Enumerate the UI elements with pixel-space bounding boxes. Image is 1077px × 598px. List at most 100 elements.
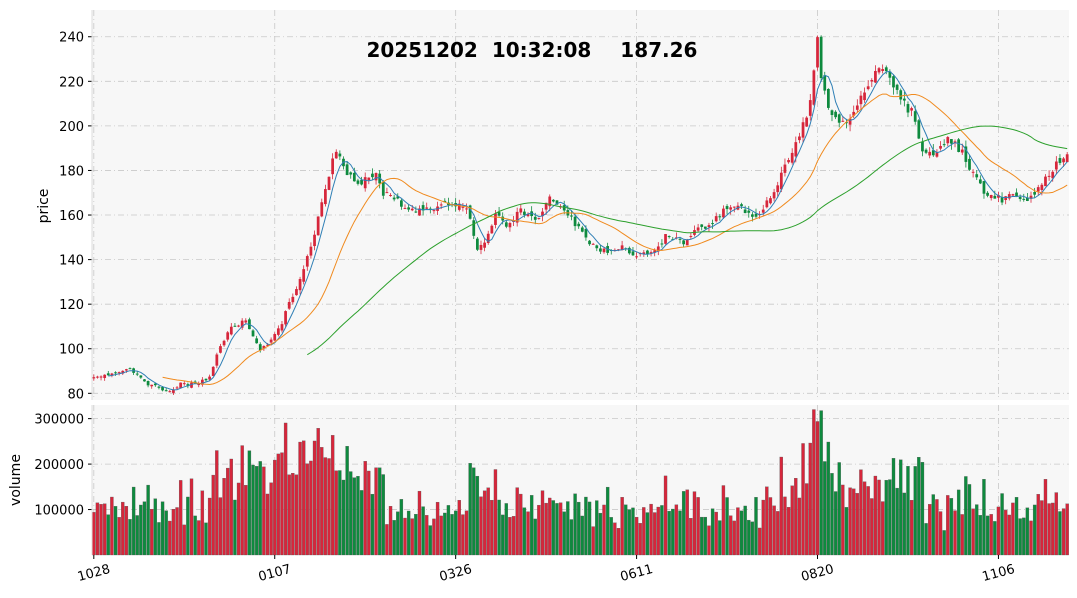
volume-bar (432, 518, 436, 556)
candle-body (971, 171, 975, 173)
volume-bar (356, 476, 360, 556)
volume-bar (725, 497, 729, 556)
volume-bar (902, 492, 907, 556)
candle (769, 195, 772, 205)
candle-body (526, 214, 530, 217)
candle-body (92, 377, 96, 379)
candle-body (935, 152, 939, 157)
candle-body (135, 373, 139, 375)
candle-body (371, 173, 374, 178)
candle (957, 138, 961, 153)
candle-body (331, 158, 335, 175)
candle-body (812, 70, 816, 105)
candle (986, 191, 989, 198)
volume-bars (92, 409, 1069, 556)
candle-body (1015, 192, 1018, 197)
volume-bar (258, 461, 262, 556)
candle (356, 178, 360, 186)
candle (808, 93, 812, 121)
candle (273, 332, 277, 342)
candle-body (845, 122, 848, 124)
volume-bar (946, 495, 950, 556)
volume-bar (193, 515, 197, 556)
candle (99, 375, 103, 381)
candle-body (190, 382, 193, 388)
candle (722, 205, 725, 219)
volume-bar (537, 504, 541, 556)
volume-bar (812, 409, 816, 556)
volume-bar (501, 514, 505, 556)
candle (942, 139, 946, 148)
volume-bar (222, 478, 226, 556)
candle (682, 239, 686, 248)
candle-body (808, 100, 812, 116)
volume-bar (403, 517, 407, 556)
volume-bar (236, 482, 241, 556)
volume-bar (924, 523, 928, 556)
candle-body (783, 164, 787, 173)
candle-body (240, 320, 244, 328)
volume-bar (736, 507, 740, 556)
candle-body (765, 200, 769, 208)
candle-body (168, 391, 172, 393)
volume-bar (406, 510, 411, 556)
candle-body (381, 181, 385, 196)
price-tick-label: 120 (59, 298, 84, 313)
title-price: 187.26 (620, 38, 697, 62)
candle-body (910, 108, 913, 111)
candle (276, 325, 280, 337)
volume-bar (254, 466, 259, 556)
candle (200, 377, 204, 387)
candle-body (975, 174, 979, 178)
volume-bar (124, 506, 129, 556)
candle-body (363, 177, 367, 189)
candle (689, 232, 693, 240)
candle-body (313, 234, 316, 247)
candle-body (580, 227, 584, 232)
candle-body (345, 164, 349, 176)
volume-bar (276, 453, 281, 556)
volume-bar (823, 461, 827, 556)
volume-bar (294, 474, 299, 556)
candle (486, 230, 490, 245)
volume-bar (801, 443, 805, 556)
candle-body (544, 202, 548, 210)
volume-bar (374, 467, 378, 556)
candle-body (551, 199, 555, 202)
candle-body (1026, 197, 1029, 201)
volume-bar (110, 496, 114, 556)
candle (971, 169, 975, 178)
candle-body (653, 250, 657, 253)
volume-bar (656, 506, 660, 556)
candle-body (1036, 187, 1040, 192)
candle-body (324, 189, 327, 205)
candle (215, 352, 219, 369)
candle (928, 147, 932, 159)
candle (106, 370, 110, 376)
candle-body (197, 383, 201, 386)
candle (790, 148, 794, 165)
volume-bar (1007, 514, 1011, 556)
candle-body (602, 248, 606, 253)
volume-bar (453, 510, 458, 556)
volume-bar (439, 515, 443, 556)
volume-bar (768, 497, 773, 556)
candle-body (1062, 158, 1065, 163)
candle-body (392, 197, 396, 200)
candle (895, 83, 899, 95)
candle-body (374, 172, 378, 181)
volume-tick-label: 100000 (34, 504, 84, 519)
candle (656, 242, 660, 256)
volume-bar (472, 467, 476, 556)
candle (855, 99, 859, 113)
candle (1054, 156, 1058, 175)
candle (291, 293, 295, 305)
candle (175, 385, 179, 390)
candle (845, 118, 848, 129)
candle-body (888, 71, 892, 78)
candle (229, 323, 233, 336)
candle-body (222, 340, 226, 346)
volume-bar (895, 487, 899, 556)
candle-body (993, 195, 997, 199)
candle-body (968, 158, 971, 170)
